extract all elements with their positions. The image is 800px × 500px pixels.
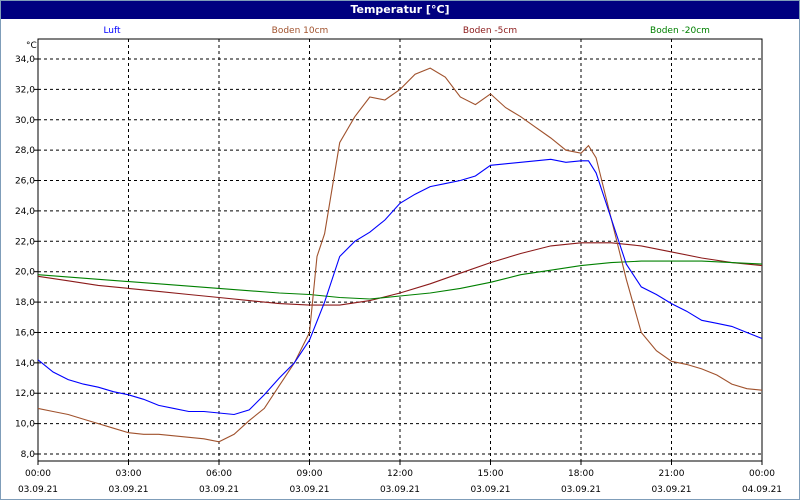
x-tick-time-label: 06:00 bbox=[206, 469, 232, 479]
x-tick-date-label: 03.09.21 bbox=[108, 485, 148, 495]
legend-item: Boden -5cm bbox=[463, 26, 517, 36]
chart-title: Temperatur [°C] bbox=[1, 1, 799, 19]
series-lines bbox=[37, 67, 763, 443]
y-tick-label: 12,0 bbox=[15, 389, 35, 399]
x-tick-date-label: 03.09.21 bbox=[470, 485, 510, 495]
x-tick-date-label: 03.09.21 bbox=[18, 485, 58, 495]
y-tick-label: 30,0 bbox=[15, 116, 35, 126]
x-tick-time-label: 21:00 bbox=[659, 469, 685, 479]
x-tick-time-label: 15:00 bbox=[478, 469, 504, 479]
legend-item: Luft bbox=[103, 26, 121, 36]
y-tick-label: 20,0 bbox=[15, 268, 35, 278]
x-tick-time-label: 03:00 bbox=[116, 469, 142, 479]
series-line-boden-10cm bbox=[37, 67, 763, 443]
y-tick-label: 32,0 bbox=[15, 85, 35, 95]
x-tick-date-label: 03.09.21 bbox=[199, 485, 239, 495]
y-tick-label: 34,0 bbox=[15, 55, 35, 65]
x-tick-time-label: 00:00 bbox=[749, 469, 775, 479]
series-line-luft bbox=[37, 158, 763, 416]
x-tick-date-label: 03.09.21 bbox=[651, 485, 691, 495]
y-tick-label: 18,0 bbox=[15, 298, 35, 308]
y-tick-label: 10,0 bbox=[15, 420, 35, 430]
y-axis-unit: °C bbox=[26, 41, 37, 51]
x-tick-time-label: 00:00 bbox=[25, 469, 51, 479]
y-tick-label: 14,0 bbox=[15, 359, 35, 369]
x-axis-ticks: 00:00 03.09.21 03:00 03.09.21 06:00 03.09.21 0… bbox=[18, 461, 782, 495]
y-tick-label: 8,0 bbox=[21, 450, 36, 460]
series-line-boden-20cm bbox=[37, 260, 763, 300]
legend-item: Boden 10cm bbox=[272, 26, 329, 36]
legend: Luft Boden 10cm Boden -5cm Boden -20cm bbox=[103, 26, 710, 36]
y-tick-label: 26,0 bbox=[15, 177, 35, 187]
y-tick-label: 24,0 bbox=[15, 207, 35, 217]
x-tick-time-label: 18:00 bbox=[568, 469, 594, 479]
x-tick-date-label: 03.09.21 bbox=[289, 485, 329, 495]
x-tick-time-label: 09:00 bbox=[297, 469, 323, 479]
legend-item: Boden -20cm bbox=[650, 26, 710, 36]
y-axis-ticks: 8,0 10,0 12,0 14,0 16,0 18,0 20,0 22,0 24,0 26,0 2… bbox=[15, 55, 38, 460]
y-tick-label: 28,0 bbox=[15, 146, 35, 156]
x-tick-time-label: 12:00 bbox=[387, 469, 413, 479]
y-tick-label: 22,0 bbox=[15, 237, 35, 247]
x-tick-date-label: 03.09.21 bbox=[380, 485, 420, 495]
grid-lines bbox=[38, 39, 762, 461]
series-line-boden-5cm bbox=[37, 242, 763, 306]
y-tick-label: 16,0 bbox=[15, 328, 35, 338]
x-tick-date-label: 03.09.21 bbox=[561, 485, 601, 495]
x-tick-date-label: 04.09.21 bbox=[742, 485, 782, 495]
